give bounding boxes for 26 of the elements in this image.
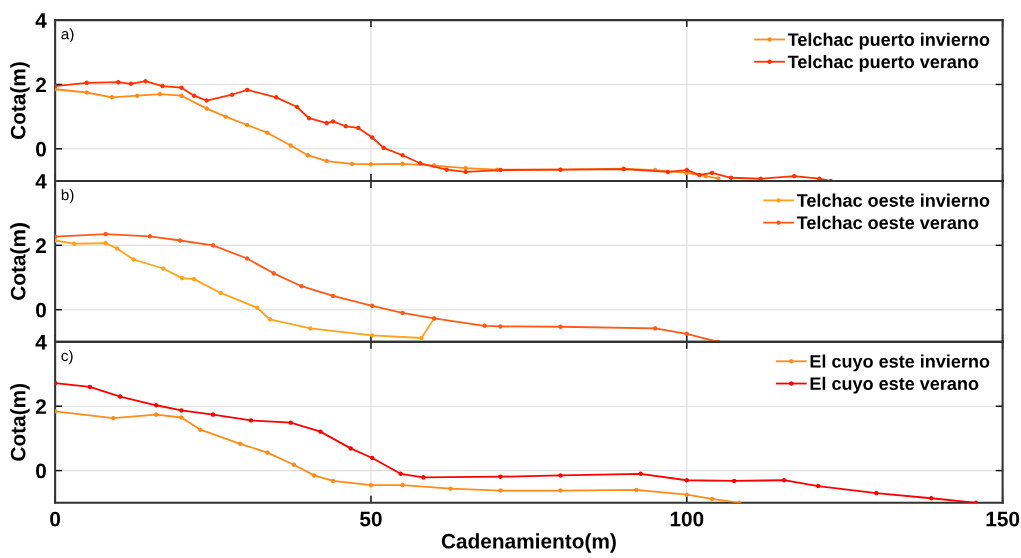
legend-label: El cuyo este verano [810,376,979,394]
y-tick-label: 2 [35,77,46,92]
y-tick-label: 0 [36,463,46,479]
y-axis-title: Cota(m) [10,384,30,461]
y-axis-title: Cota(m) [10,223,30,300]
legend-label: Telchac puerto invierno [787,32,990,50]
y-tick-label: 4 [35,13,47,28]
y-tick-label: 0 [36,141,46,157]
legend-label: Telchac oeste invierno [796,193,990,207]
legend-label: Telchac puerto verano [787,54,979,72]
y-tick-label: 2 [35,238,46,253]
x-axis-title: Cadenamiento(m) [441,533,616,553]
y-tick-label: 2 [35,399,46,414]
x-tick-label: 0 [50,511,61,527]
annotation: c) [61,349,73,365]
legend-label: El cuyo este invierno [810,354,990,372]
y-tick-label: 4 [35,335,47,350]
x-tick-label: 50 [360,511,382,527]
annotation: b) [61,189,74,204]
legend-label: Telchac oeste verano [796,215,979,230]
y-tick-label: 4 [35,174,47,189]
y-axis-title: Cota(m) [10,62,30,140]
x-tick-label: 100 [670,511,704,527]
x-tick-label: 150 [986,511,1020,527]
annotation: a) [61,28,74,43]
y-tick-label: 0 [36,302,46,318]
